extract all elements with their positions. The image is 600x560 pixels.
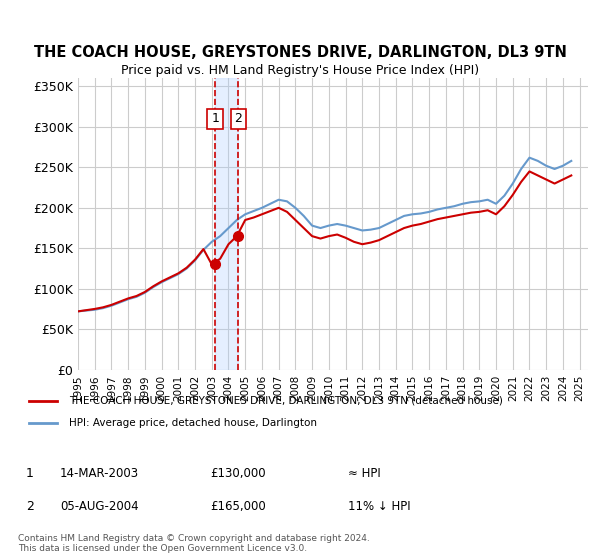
Text: 05-AUG-2004: 05-AUG-2004 <box>60 500 139 514</box>
Text: 14-MAR-2003: 14-MAR-2003 <box>60 466 139 480</box>
Text: ≈ HPI: ≈ HPI <box>348 466 381 480</box>
Text: Price paid vs. HM Land Registry's House Price Index (HPI): Price paid vs. HM Land Registry's House … <box>121 64 479 77</box>
Text: Contains HM Land Registry data © Crown copyright and database right 2024.
This d: Contains HM Land Registry data © Crown c… <box>18 534 370 553</box>
Text: £165,000: £165,000 <box>210 500 266 514</box>
Text: 2: 2 <box>26 500 34 514</box>
Text: £130,000: £130,000 <box>210 466 266 480</box>
Text: HPI: Average price, detached house, Darlington: HPI: Average price, detached house, Darl… <box>69 418 317 428</box>
Text: 2: 2 <box>234 113 242 125</box>
Text: 1: 1 <box>211 113 219 125</box>
Text: THE COACH HOUSE, GREYSTONES DRIVE, DARLINGTON, DL3 9TN (detached house): THE COACH HOUSE, GREYSTONES DRIVE, DARLI… <box>69 395 503 405</box>
Text: 1: 1 <box>26 466 34 480</box>
Bar <box>215 78 238 370</box>
Text: 11% ↓ HPI: 11% ↓ HPI <box>348 500 410 514</box>
Text: THE COACH HOUSE, GREYSTONES DRIVE, DARLINGTON, DL3 9TN: THE COACH HOUSE, GREYSTONES DRIVE, DARLI… <box>34 45 566 60</box>
